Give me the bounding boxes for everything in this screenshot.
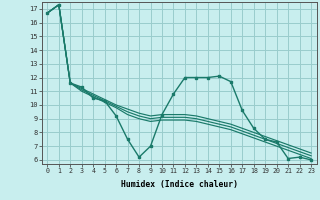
X-axis label: Humidex (Indice chaleur): Humidex (Indice chaleur) (121, 180, 238, 189)
